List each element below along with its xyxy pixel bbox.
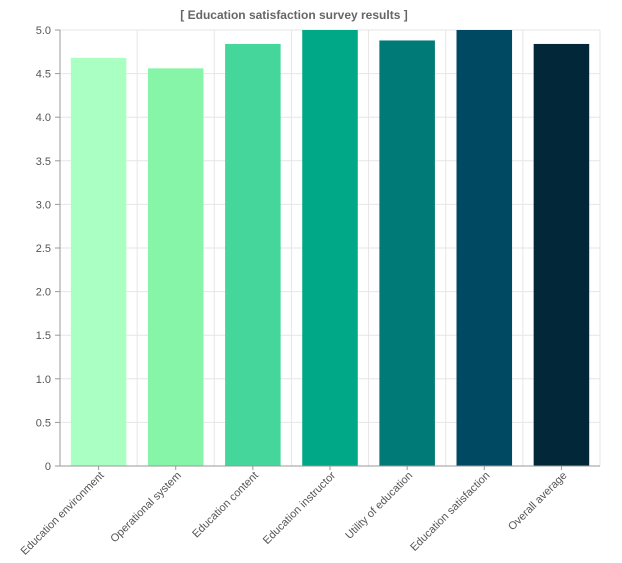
bar [302, 30, 358, 466]
chart-title: [ Education satisfaction survey results … [180, 8, 407, 22]
x-tick-label: Overall average [506, 470, 569, 533]
y-tick-label: 4.5 [36, 69, 51, 81]
x-tick-label: Education environment [19, 470, 107, 558]
x-tick-label: Operational system [108, 470, 183, 545]
y-tick-label: 2.0 [36, 287, 51, 299]
x-tick-label: Education satisfaction [408, 470, 492, 554]
x-tick-label: Education instructor [261, 469, 338, 546]
y-tick-label: 0 [45, 461, 51, 473]
y-tick-label: 1.0 [36, 374, 51, 386]
bar [379, 40, 435, 467]
bar [456, 30, 513, 466]
y-tick-label: 2.5 [36, 243, 51, 255]
bar [147, 68, 204, 467]
x-tick-label: Utility of education [343, 470, 415, 542]
x-axis-labels: Education environment Operational system E… [19, 466, 570, 558]
y-tick-label: 0.5 [36, 417, 51, 429]
bar [533, 43, 590, 467]
x-tick-label: Education content [190, 470, 261, 541]
y-tick-label: 1.5 [36, 330, 51, 342]
bars [70, 30, 590, 467]
y-axis-ticks: 0 0.5 1.0 1.5 2.0 2.5 3.0 3.5 4.0 4.5 5.0 [36, 25, 60, 473]
y-tick-label: 4.0 [36, 112, 51, 124]
bar [225, 43, 281, 467]
bar [70, 57, 127, 467]
y-tick-label: 3.0 [36, 199, 51, 211]
y-tick-label: 3.5 [36, 156, 51, 168]
y-tick-label: 5.0 [36, 25, 51, 37]
